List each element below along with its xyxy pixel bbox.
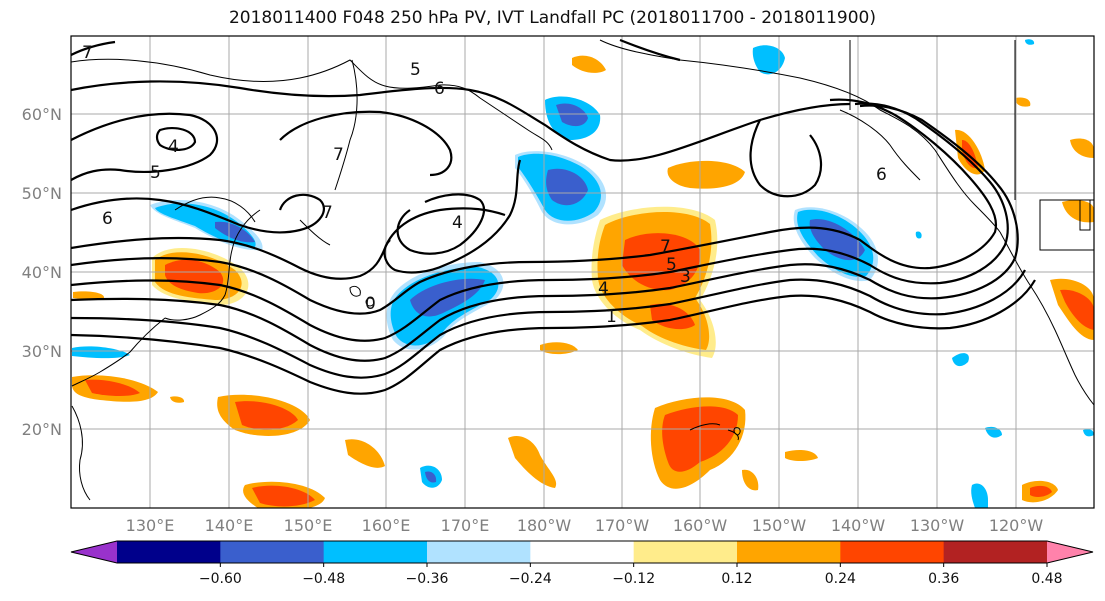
contour-label: 4 bbox=[168, 137, 179, 157]
lon-label: 160°E bbox=[362, 516, 411, 535]
colorbar-swatch bbox=[840, 541, 945, 563]
lon-label: 120°W bbox=[989, 516, 1044, 535]
contour-labels: 7 5 6 4 5 6 7 7 4 7 5 3 4 1 6 0 bbox=[82, 43, 887, 327]
lon-label: 130°E bbox=[126, 516, 175, 535]
contour-label: 4 bbox=[598, 279, 609, 299]
latitude-labels: 60°N 50°N 40°N 30°N 20°N bbox=[22, 105, 62, 439]
contour-label: 0 bbox=[365, 294, 376, 314]
colorbar-tick-label: 0.24 bbox=[825, 571, 856, 587]
colorbar-swatch bbox=[220, 541, 325, 563]
colorbar-tick-label: −0.60 bbox=[199, 571, 242, 587]
contour-label: 5 bbox=[410, 60, 421, 80]
colorbar-extend-min bbox=[71, 541, 117, 563]
contour-label: 6 bbox=[434, 79, 445, 99]
contour-label: 7 bbox=[82, 43, 93, 63]
lat-label: 20°N bbox=[22, 420, 62, 439]
graticule bbox=[71, 36, 1094, 508]
colorbar-tick-label: 0.48 bbox=[1031, 571, 1062, 587]
lon-label: 130°W bbox=[910, 516, 965, 535]
contour-label: 7 bbox=[660, 237, 671, 257]
lon-label: 150°E bbox=[284, 516, 333, 535]
contour-label: 6 bbox=[102, 209, 113, 229]
contour-label: 1 bbox=[606, 307, 617, 327]
contour-label: 5 bbox=[666, 255, 677, 275]
contour-label: 7 bbox=[333, 145, 344, 165]
colorbar-tick-label: −0.48 bbox=[302, 571, 345, 587]
lon-label: 180°W bbox=[517, 516, 572, 535]
positive-anomaly-shading bbox=[72, 55, 1094, 508]
lon-label: 140°E bbox=[205, 516, 254, 535]
colorbar-tick-label: −0.24 bbox=[509, 571, 552, 587]
island-outlines bbox=[349, 199, 1091, 436]
colorbar-outline bbox=[70, 540, 1094, 564]
colorbar-tick-label: −0.12 bbox=[612, 571, 655, 587]
colorbar-swatch bbox=[427, 541, 531, 563]
lon-label: 150°W bbox=[752, 516, 807, 535]
colorbar: −0.60 −0.48 −0.36 −0.24 −0.12 0.12 0.24 0.36 0.4… bbox=[70, 540, 1094, 587]
colorbar-swatch bbox=[737, 541, 841, 563]
colorbar-swatch bbox=[323, 541, 428, 563]
contour-label: 3 bbox=[680, 267, 691, 287]
map-border bbox=[70, 35, 1095, 509]
lat-label: 50°N bbox=[22, 184, 62, 203]
colorbar-swatch bbox=[943, 541, 1048, 563]
longitude-labels: 130°E 140°E 150°E 160°E 170°E 180°W 170°… bbox=[126, 516, 1044, 535]
lon-label: 170°W bbox=[595, 516, 650, 535]
lat-label: 40°N bbox=[22, 263, 62, 282]
colorbar-tick-label: 0.36 bbox=[928, 571, 959, 587]
contour-label: 7 bbox=[322, 203, 333, 223]
contour-label: 4 bbox=[452, 213, 463, 233]
lon-label: 160°W bbox=[673, 516, 728, 535]
colorbar-tick-label: −0.36 bbox=[406, 571, 449, 587]
colorbar-swatch bbox=[117, 541, 221, 563]
pv-contours bbox=[71, 38, 1036, 395]
map-title: 2018011400 F048 250 hPa PV, IVT Landfall… bbox=[228, 8, 876, 28]
contour-label: 5 bbox=[150, 163, 161, 183]
colorbar-swatch bbox=[530, 541, 635, 563]
colorbar-extend-max bbox=[1047, 541, 1093, 563]
contour-label: 6 bbox=[876, 165, 887, 185]
lat-label: 30°N bbox=[22, 342, 62, 361]
lat-label: 60°N bbox=[22, 105, 62, 124]
lon-label: 170°E bbox=[441, 516, 490, 535]
colorbar-swatch bbox=[633, 541, 738, 563]
lon-label: 140°W bbox=[831, 516, 886, 535]
colorbar-tick-label: 0.12 bbox=[721, 571, 752, 587]
